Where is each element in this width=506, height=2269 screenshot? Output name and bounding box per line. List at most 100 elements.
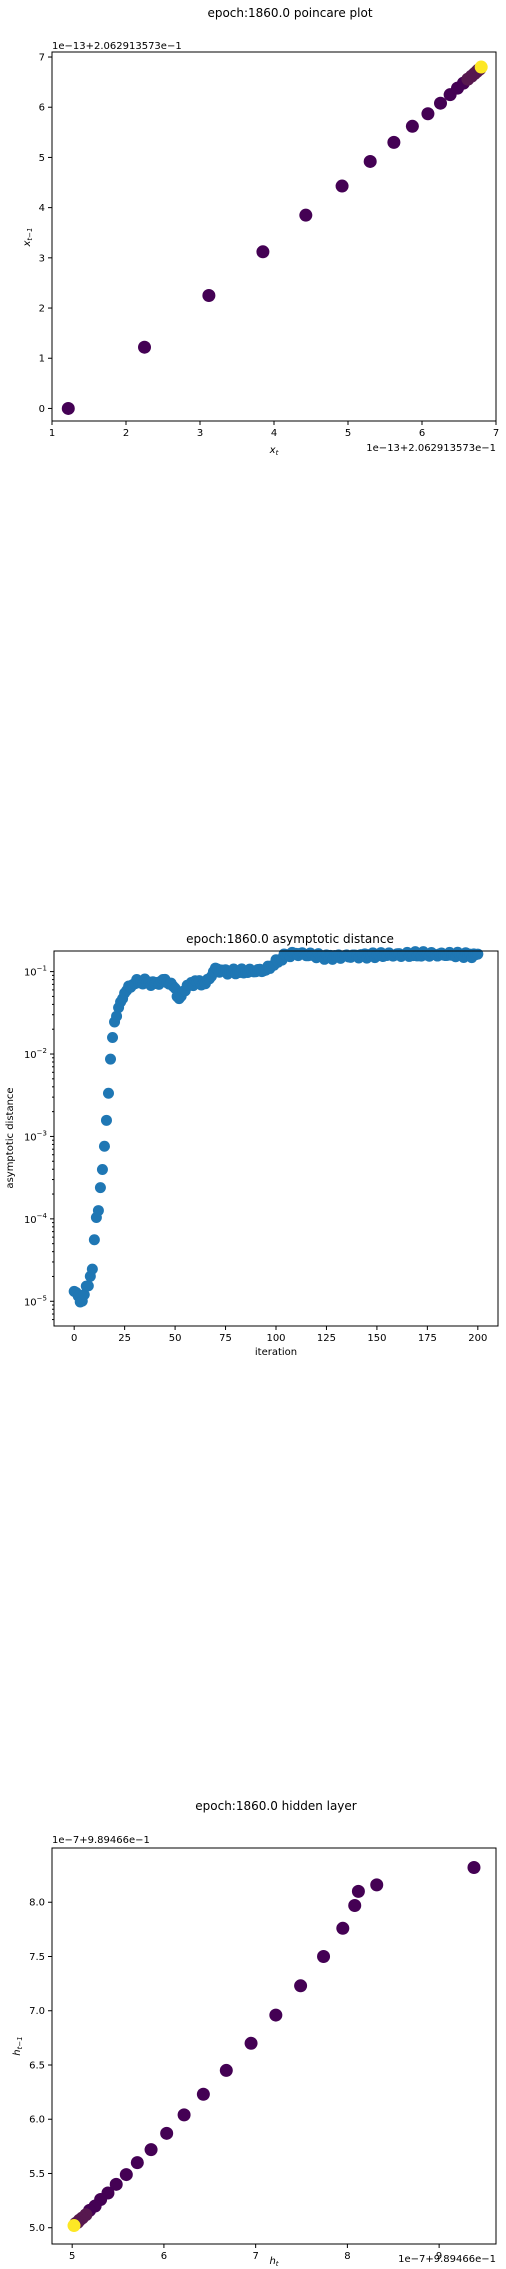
hidden-layer-x-label: ht xyxy=(269,2256,278,2268)
poincare-ticks: 1 2 3 4 5 6 7 0 1 2 3 4 5 6 7 xyxy=(39,53,500,439)
c1-y-tick-label: 1 xyxy=(39,354,45,365)
c1-x-tick-label: 3 xyxy=(197,428,203,439)
poincare-points xyxy=(61,60,488,415)
c1-data-point xyxy=(61,401,75,415)
c3-y-tick-label: 7.0 xyxy=(29,2006,45,2017)
c1-x-tick-label: 1 xyxy=(49,428,55,439)
asymptotic-ticks: 0 25 50 75 100 125 150 175 200 10−5 10−4 10−3 10−2 10… xyxy=(24,965,487,1344)
c3-data-point xyxy=(119,2168,133,2182)
c3-x-tick-label: 8 xyxy=(344,2251,350,2262)
poincare-x-offset-text: 1e−13+2.062913573e−1 xyxy=(366,443,496,454)
c1-data-point xyxy=(256,245,270,259)
c1-y-tick-label: 2 xyxy=(39,304,45,315)
c3-y-tick-label: 5.0 xyxy=(29,2223,45,2234)
asymptotic-x-tick-label: 0 xyxy=(71,1333,77,1344)
c3-data-point xyxy=(130,2156,144,2170)
c3-data-point xyxy=(196,2087,210,2101)
hidden-layer-points xyxy=(67,1861,481,2233)
c3-data-point xyxy=(177,2108,191,2122)
c1-data-point xyxy=(387,135,401,149)
asymptotic-data-point xyxy=(82,1280,94,1292)
asymptotic-x-tick-label: 175 xyxy=(418,1333,437,1344)
c3-x-tick-label: 6 xyxy=(161,2251,167,2262)
c1-data-point xyxy=(299,208,313,222)
asymptotic-data-point xyxy=(107,1031,119,1043)
poincare-title: epoch:1860.0 poincare plot xyxy=(207,6,372,20)
c3-x-tick-label: 7 xyxy=(252,2251,258,2262)
c1-y-tick-label: 3 xyxy=(39,253,45,264)
asymptotic-data-point xyxy=(111,1010,123,1022)
hidden-layer-plot-area xyxy=(51,1847,497,2245)
poincare-plot-area xyxy=(51,51,497,422)
asymptotic-data-point xyxy=(100,1114,112,1126)
c3-data-point xyxy=(294,1979,308,1993)
asymptotic-y-tick-label: 10−2 xyxy=(24,1047,47,1061)
asymptotic-data-point xyxy=(88,1234,100,1246)
hidden-layer-ticks: 5 6 7 8 9 5.0 5.5 6.0 6.5 7.0 7.5 8.0 xyxy=(29,1898,442,2262)
c3-data-point xyxy=(317,1949,331,1963)
asymptotic-points xyxy=(68,946,484,1308)
c1-data-point xyxy=(363,154,377,168)
c3-data-point xyxy=(219,2063,233,2077)
c1-x-tick-label: 4 xyxy=(271,428,277,439)
c3-data-point xyxy=(160,2126,174,2140)
asymptotic-y-tick-label: 10−1 xyxy=(24,965,47,979)
asymptotic-x-tick-label: 100 xyxy=(266,1333,285,1344)
c1-x-tick-label: 5 xyxy=(345,428,351,439)
hidden-layer-title: epoch:1860.0 hidden layer xyxy=(195,1799,357,1813)
c3-data-point xyxy=(467,1861,481,1875)
c3-x-tick-label: 9 xyxy=(436,2251,442,2262)
asymptotic-data-point xyxy=(102,1087,114,1099)
asymptotic-title: epoch:1860.0 asymptotic distance xyxy=(186,932,394,946)
c1-data-point xyxy=(434,96,447,110)
asymptotic-y-tick-label: 10−4 xyxy=(24,1212,48,1226)
asymptotic-data-point xyxy=(98,1140,110,1152)
c1-y-tick-label: 0 xyxy=(39,404,45,415)
c3-data-point xyxy=(269,2008,283,2022)
asymptotic-x-tick-label: 75 xyxy=(219,1333,232,1344)
c3-y-tick-label: 6.5 xyxy=(29,2060,45,2071)
c1-y-tick-label: 6 xyxy=(39,103,45,114)
c3-y-tick-label: 8.0 xyxy=(29,1898,45,1909)
hidden-layer-chart: epoch:1860.0 hidden layer 1e−7+9.89466e−… xyxy=(12,1799,497,2268)
hidden-layer-y-offset-text: 1e−7+9.89466e−1 xyxy=(52,1835,150,1846)
asymptotic-x-label: iteration xyxy=(255,1347,297,1358)
asymptotic-plot-area xyxy=(53,950,499,1327)
c1-x-tick-label: 7 xyxy=(493,428,499,439)
asymptotic-data-point xyxy=(92,1205,104,1217)
asymptotic-y-tick-label: 10−5 xyxy=(24,1294,47,1308)
asymptotic-y-tick-label: 10−3 xyxy=(24,1129,47,1143)
c3-data-point xyxy=(67,2219,81,2233)
c3-data-point xyxy=(144,2143,158,2157)
poincare-y-label: xt−1 xyxy=(22,228,34,248)
asymptotic-x-tick-label: 50 xyxy=(169,1333,182,1344)
c1-y-tick-label: 7 xyxy=(39,53,45,64)
c3-y-tick-label: 5.5 xyxy=(29,2169,45,2180)
poincare-x-label: xt xyxy=(269,445,279,457)
c1-data-point xyxy=(335,179,349,193)
c1-data-point xyxy=(405,119,419,133)
c3-data-point xyxy=(109,2177,123,2191)
asymptotic-data-point xyxy=(472,948,484,960)
asymptotic-data-point xyxy=(94,1182,106,1194)
c3-data-point xyxy=(348,1899,362,1913)
asymptotic-data-point xyxy=(86,1263,98,1275)
asymptotic-y-label: asymptotic distance xyxy=(5,1087,16,1188)
asymptotic-chart: epoch:1860.0 asymptotic distance 0 25 50 75… xyxy=(5,932,499,1358)
asymptotic-x-tick-label: 150 xyxy=(367,1333,386,1344)
asymptotic-data-point xyxy=(96,1164,108,1176)
hidden-layer-y-label: ht−1 xyxy=(12,2036,24,2055)
c3-data-point xyxy=(244,2036,258,2050)
asymptotic-x-tick-label: 200 xyxy=(468,1333,487,1344)
c3-y-tick-label: 7.5 xyxy=(29,1952,45,1963)
asymptotic-x-tick-label: 25 xyxy=(118,1333,131,1344)
asymptotic-x-tick-label: 125 xyxy=(317,1333,336,1344)
c1-x-tick-label: 6 xyxy=(419,428,425,439)
c1-data-point xyxy=(202,288,216,302)
hidden-layer-x-offset-text: 1e−7+9.89466e−1 xyxy=(398,2254,496,2265)
c3-data-point xyxy=(370,1878,384,1892)
c1-y-tick-label: 5 xyxy=(39,153,45,164)
c3-x-tick-label: 5 xyxy=(69,2251,75,2262)
c3-data-point xyxy=(351,1884,365,1898)
